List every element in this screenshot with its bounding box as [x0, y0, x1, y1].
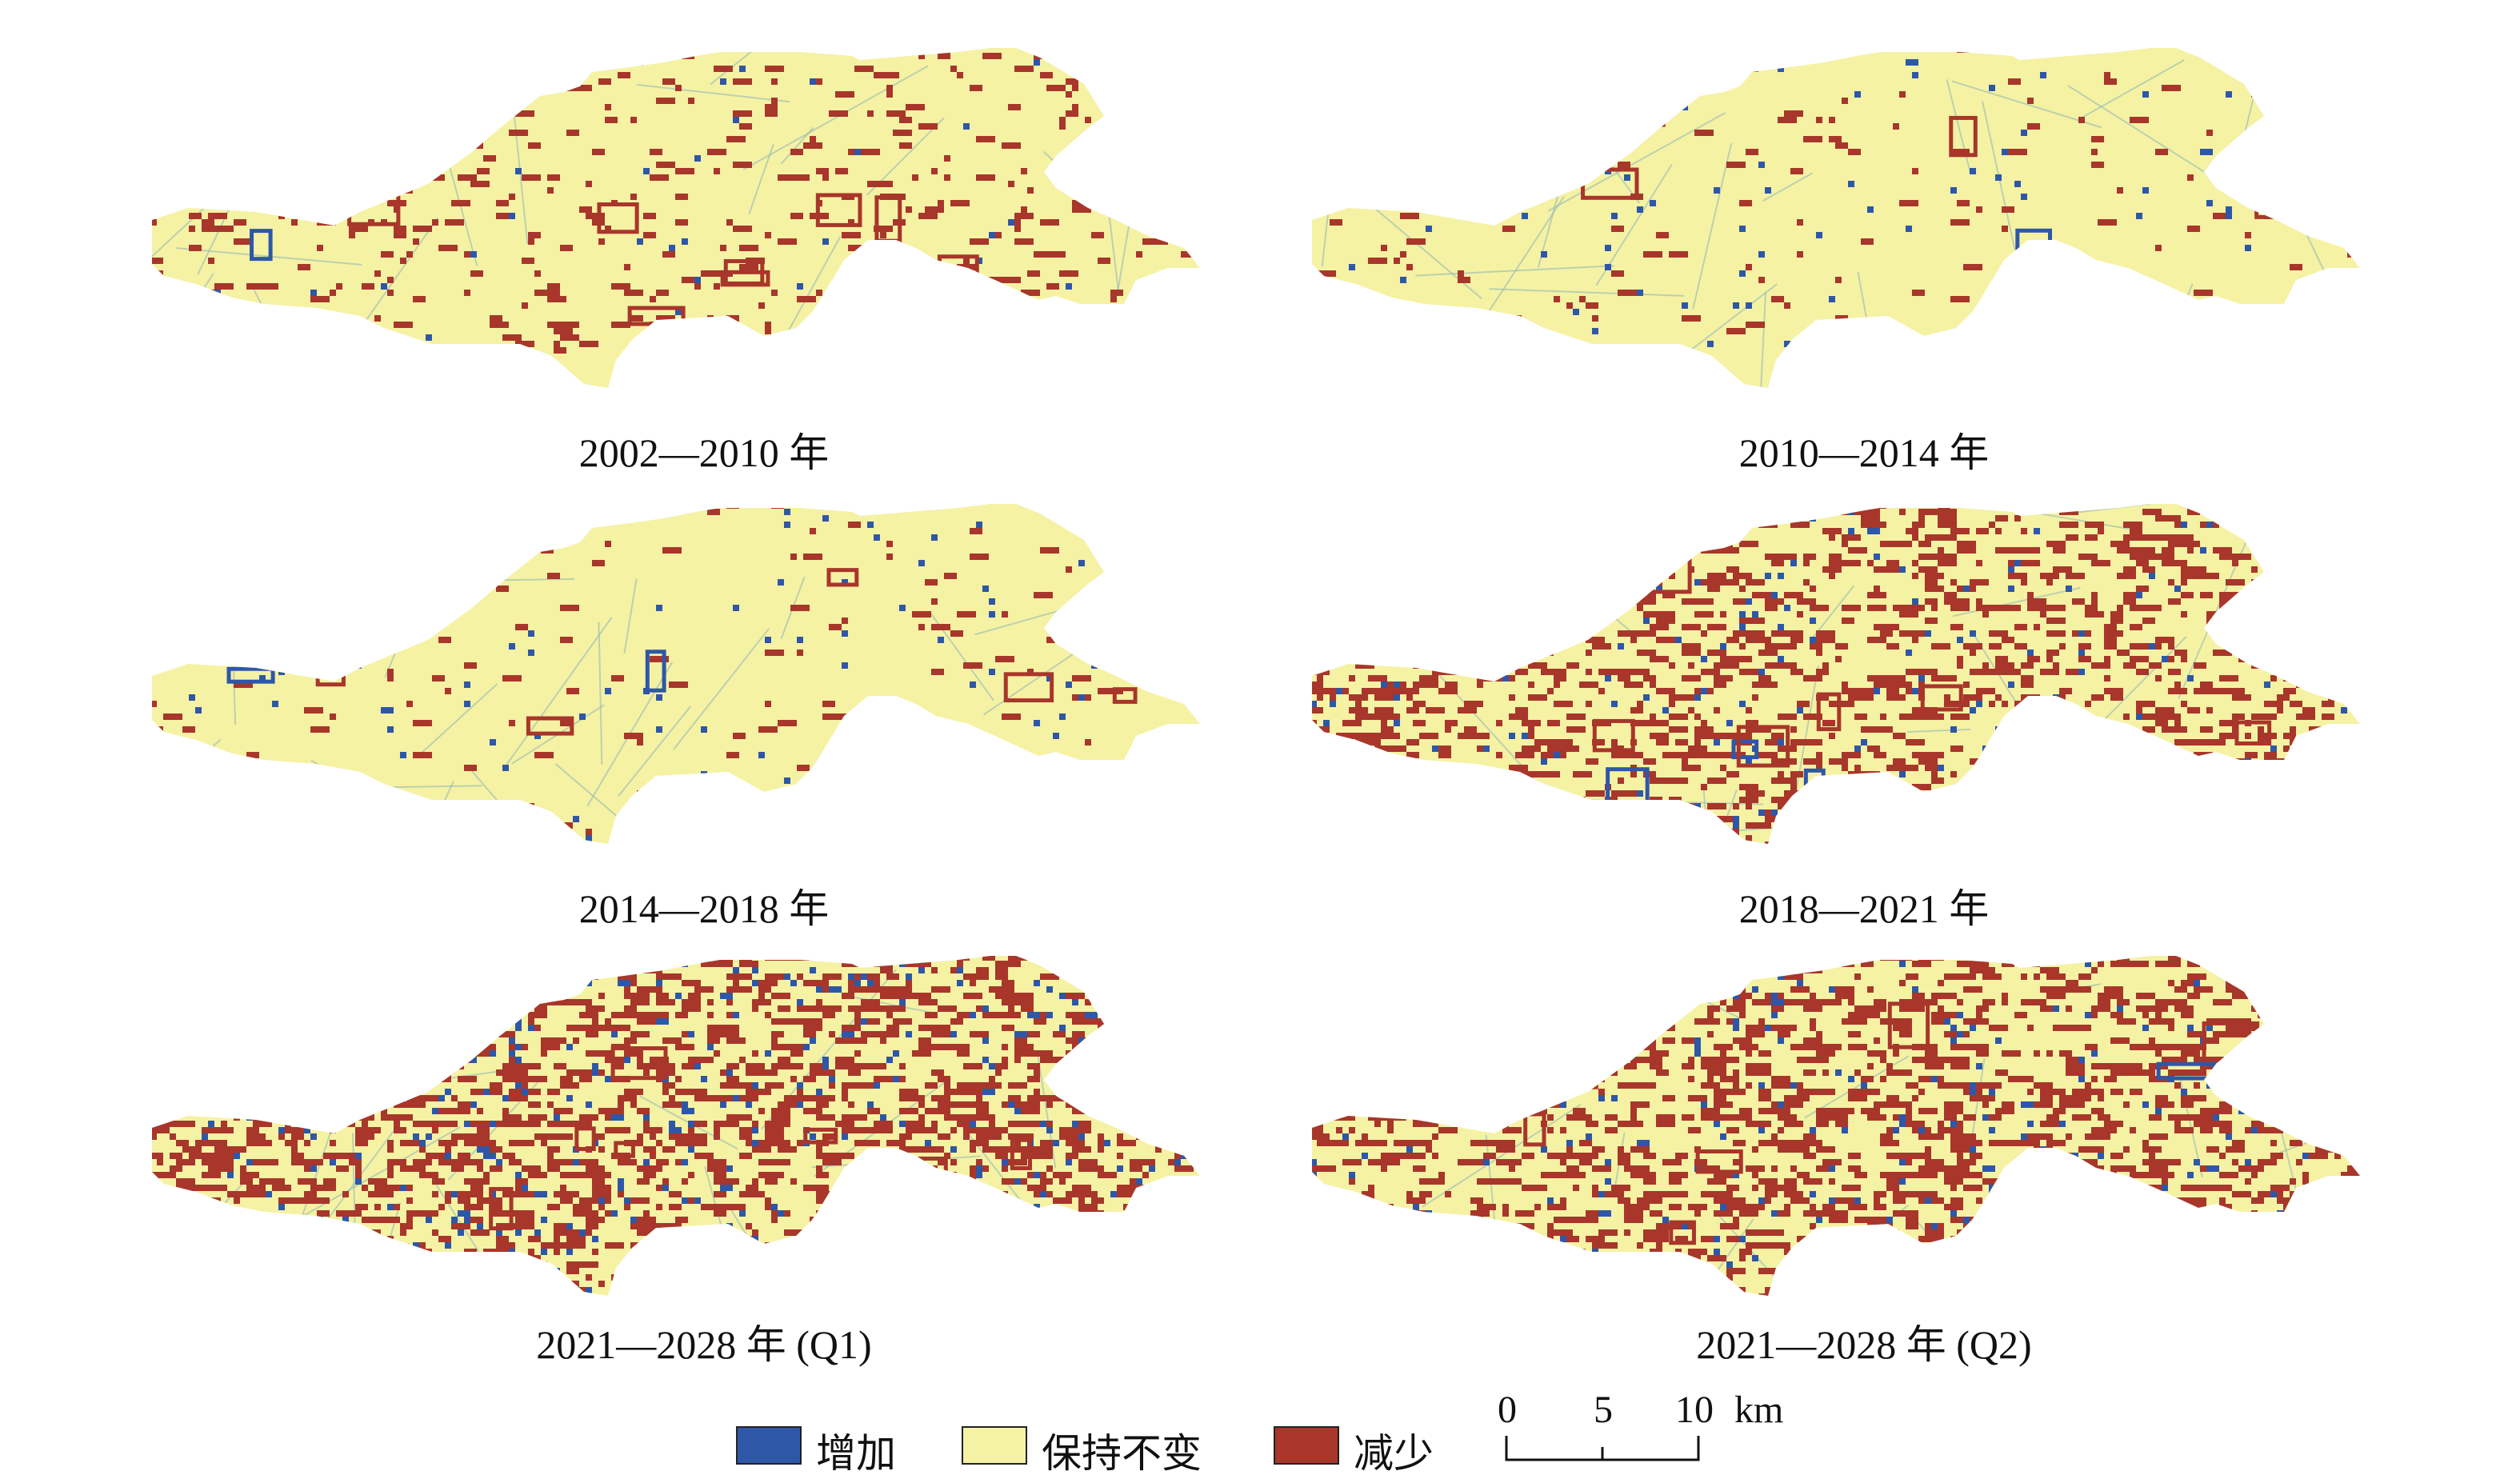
map-image — [1304, 40, 2424, 416]
scale-unit: km — [1734, 1388, 1783, 1432]
map-panel-2014-2018: 2014—2018 年 — [144, 496, 1264, 944]
panel-caption: 2021—2028 年 (Q1) — [144, 1313, 1264, 1370]
region-unchanged — [1312, 48, 2360, 388]
legend-label: 增加 — [816, 1421, 896, 1479]
map-image — [144, 948, 1264, 1324]
map-image — [1304, 496, 2424, 872]
panel-caption: 2021—2028 年 (Q2) — [1304, 1313, 2424, 1370]
legend-label: 减少 — [1354, 1421, 1434, 1479]
scale-line — [1504, 1433, 1712, 1465]
legend-label: 保持不变 — [1042, 1421, 1202, 1479]
scale-bar: 0 5 10 km — [1504, 1388, 1792, 1468]
map-panel-2002-2010: 2002—2010 年 — [144, 40, 1264, 488]
map-panel-2021-2028-q2: 2021—2028 年 (Q2) — [1304, 948, 2424, 1396]
scale-tick-label: 5 — [1594, 1388, 1613, 1432]
scale-tick-label: 10 — [1675, 1388, 1714, 1432]
map-legend: 增加 保持不变 减少 0 5 10 km — [736, 1388, 1776, 1468]
panel-caption: 2002—2010 年 — [144, 421, 1264, 478]
map-image — [144, 496, 1264, 872]
map-panel-2018-2021: 2018—2021 年 — [1304, 496, 2424, 944]
panel-caption: 2014—2018 年 — [144, 877, 1264, 934]
map-panel-2010-2014: 2010—2014 年 — [1304, 40, 2424, 488]
map-panel-2021-2028-q1: 2021—2028 年 (Q1) — [144, 948, 1264, 1396]
legend-swatch-increase — [736, 1426, 802, 1465]
region-unchanged — [152, 48, 1200, 388]
panel-caption: 2018—2021 年 — [1304, 877, 2424, 934]
legend-swatch-unchanged — [962, 1426, 1027, 1465]
panel-caption: 2010—2014 年 — [1304, 421, 2424, 478]
scale-tick-label: 0 — [1498, 1388, 1517, 1432]
map-image — [144, 40, 1264, 416]
map-image — [1304, 948, 2424, 1324]
legend-swatch-decrease — [1274, 1426, 1339, 1465]
